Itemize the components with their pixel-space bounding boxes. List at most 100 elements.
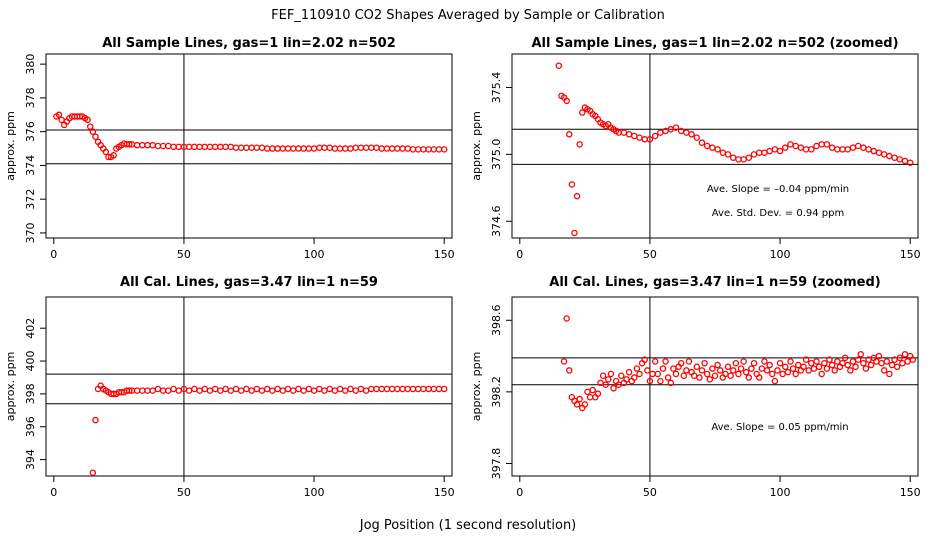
panel-4-data-point (631, 374, 638, 381)
panel-2-y-tick-label: 375.4 (490, 72, 503, 104)
panel-2-data-point (693, 134, 701, 141)
panel-1-y-tick-label: 374 (24, 155, 37, 176)
panel-1-data-point (58, 116, 65, 124)
panel-2-data-point (620, 129, 628, 136)
panel-2-data-point (849, 144, 857, 151)
panel-2-data-point (745, 154, 753, 161)
panel-2-data-point (880, 151, 888, 158)
panel-1-data-point (274, 145, 281, 152)
panel-3-data-point (243, 385, 250, 393)
panel-3-data-point (368, 385, 375, 393)
panel-4-data-point (896, 354, 904, 362)
panel-1-data-point (388, 145, 396, 152)
panel-4-data-point (670, 365, 677, 372)
panel-3-data-point (191, 385, 198, 393)
panel-4-data-point (904, 358, 911, 365)
panel-4-data-point (841, 354, 849, 362)
panel-4-data-point (748, 365, 755, 372)
panel-4-data-point (875, 352, 883, 360)
panel-1-data-point (404, 145, 412, 152)
panel-4-data-point (711, 372, 719, 380)
panel-3-data-point (289, 387, 297, 394)
panel-4-data-point (701, 359, 708, 367)
panel-4-data-point (644, 367, 651, 374)
panel-2-data-point (808, 146, 815, 153)
panel-2-data-point (875, 149, 883, 156)
panel-4-data-point (792, 370, 799, 378)
panel-1-data-point (126, 141, 133, 148)
panel-1-data-point (373, 144, 380, 151)
panel-3-data-point (440, 385, 448, 393)
panel-3-x-tick-label: 100 (304, 486, 325, 499)
panel-4-data-point (740, 358, 747, 365)
panel-2-x-tick-label: 50 (643, 248, 657, 261)
panel-3-data-point (326, 385, 333, 393)
panel-4-data-point (709, 365, 716, 372)
panel-3-data-point (336, 385, 344, 393)
panel-3-data-point (394, 385, 401, 393)
panel-3-data-point (425, 385, 432, 393)
panel-2-data-point (860, 144, 867, 151)
panel-4-data-point (566, 367, 573, 374)
panel-4-data-point (758, 365, 766, 372)
panel-2-y-tick-label: 374.6 (490, 206, 503, 238)
panel-2-x-tick-label: 150 (900, 248, 921, 261)
panel-4-data-point (696, 374, 703, 381)
panel-4-data-point (779, 370, 786, 378)
panel-3-data-point (211, 385, 219, 393)
panel-3-data-point (227, 387, 235, 394)
panel-2-data-point (906, 159, 914, 166)
panel-4-y-tick-label: 398.6 (490, 305, 503, 337)
panel-3-y-tick-label: 400 (24, 351, 37, 372)
panel-3-data-point (414, 385, 422, 393)
panel-1-data-point (440, 146, 448, 153)
panel-1-data-point (342, 145, 349, 152)
panel-3-data-point (435, 385, 443, 393)
panel-1-x-tick-label: 150 (434, 248, 455, 261)
panel-4-y-tick-label: 398.2 (490, 376, 503, 408)
panel-4-data-point (581, 401, 589, 408)
panel-4-frame (511, 296, 919, 477)
panel-4-data-point (651, 358, 659, 365)
panel-2-data-point (782, 144, 789, 151)
panel-2-data-point (568, 181, 576, 188)
panel-3-title: All Cal. Lines, gas=3.47 lin=1 n=59 (120, 275, 378, 290)
panel-1-title: All Sample Lines, gas=1 lin=2.02 n=502 (102, 36, 396, 51)
panel-2-data-point (657, 129, 664, 136)
panel-4-data-point (815, 363, 823, 371)
panel-4-data-point (680, 372, 688, 380)
panel-4-data-point (605, 376, 612, 383)
panel-4-data-point (594, 390, 602, 397)
panel-3-y-tick-label: 398 (24, 383, 37, 404)
panel-4-data-point (888, 361, 896, 369)
panel-2-data-point (735, 156, 742, 163)
panel-3-data-point (92, 416, 99, 424)
panel-4-data-point (633, 365, 641, 372)
panel-2-data-point (714, 146, 721, 153)
x-axis-label: Jog Position (1 second resolution) (359, 518, 577, 533)
panel-3-data-point (206, 387, 214, 394)
panel-4-data-point (667, 379, 675, 387)
panel-2-data-point (651, 132, 659, 140)
panel-4-data-point (573, 401, 581, 408)
panel-4-data-point (685, 358, 693, 365)
panel-3-data-point (300, 387, 307, 394)
panel-3-data-point (352, 387, 359, 394)
panel-4-data-point (716, 367, 724, 374)
panel-1-data-point (253, 144, 261, 151)
panel-1-x-tick-label: 100 (304, 248, 325, 261)
panel-4-data-point (641, 356, 648, 363)
panel-4-data-point (852, 363, 859, 371)
panel-2-x-tick-label: 0 (516, 248, 523, 261)
panel-4-data-point (563, 315, 570, 322)
panel-3-x-tick-label: 50 (177, 486, 191, 499)
panel-1-data-point (110, 152, 117, 159)
panel-3-data-point (165, 387, 172, 394)
panel-1-data-point (159, 142, 167, 150)
panel-1-x-tick-label: 0 (50, 248, 57, 261)
panel-1-data-point (92, 133, 99, 140)
panel-1-data-point (55, 111, 63, 119)
panel-4-data-point (862, 365, 870, 372)
panel-1-data-point (243, 144, 250, 151)
panel-3-data-point (347, 385, 354, 393)
